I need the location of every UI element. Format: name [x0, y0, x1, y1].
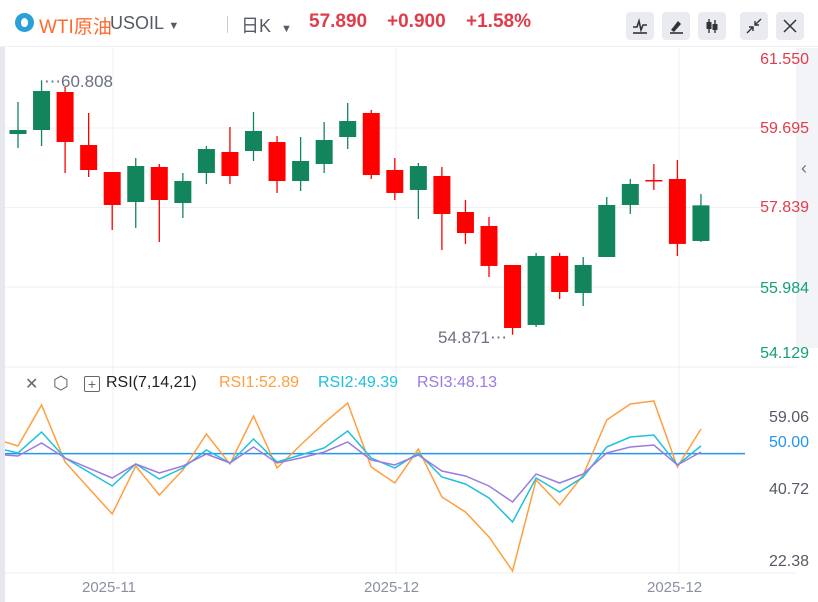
- grid: [5, 48, 795, 573]
- rsi-axis-label: 59.06: [768, 409, 809, 426]
- price-axis-label: 61.550: [760, 51, 809, 68]
- divider: [227, 16, 228, 33]
- x-axis-label: 2025-12: [647, 579, 703, 596]
- price-change-pct: +1.58%: [466, 11, 531, 32]
- candle-body: [386, 170, 404, 193]
- rsi1-value: RSI1:52.89: [219, 374, 300, 391]
- price-axis-label: 55.984: [760, 280, 809, 297]
- candle-body: [197, 149, 215, 174]
- dots: ⋯: [44, 72, 61, 91]
- period-selector[interactable]: 日K ▼: [241, 12, 292, 38]
- draw-button[interactable]: [662, 12, 690, 40]
- candle-body: [692, 205, 710, 241]
- candle-body: [433, 176, 451, 214]
- side-panel-toggle[interactable]: ‹: [796, 48, 818, 348]
- price-change: +0.900: [387, 11, 446, 32]
- expand-plus-icon[interactable]: +: [84, 376, 100, 392]
- rsi-lines: [4, 400, 745, 573]
- rsi-line-rsi2: [4, 429, 702, 524]
- candle-body: [409, 166, 427, 190]
- candle-body: [127, 166, 145, 203]
- candle-body: [574, 264, 592, 294]
- settings-hexagon-icon[interactable]: ⬡: [53, 373, 69, 393]
- candle-body: [668, 179, 686, 244]
- candle-body: [645, 179, 663, 182]
- x-axis-label: 2025-11: [82, 579, 136, 596]
- candle-body: [33, 91, 51, 131]
- x-axis-label: 2025-12: [364, 579, 420, 596]
- symbol-label: USOIL: [110, 13, 164, 33]
- rsi3-value: RSI3:48.13: [417, 374, 498, 391]
- candle-body: [527, 255, 545, 325]
- candle-body: [80, 145, 98, 171]
- instrument-name[interactable]: WTI原油: [39, 17, 112, 38]
- candlestick-icon: [706, 19, 718, 33]
- candle-body: [504, 264, 522, 328]
- candle-body: [621, 183, 639, 205]
- header-bar: WTI原油 USOIL ▼ 日K ▼ 57.890 +0.900 +1.58%: [0, 0, 818, 47]
- left-border: [0, 47, 5, 602]
- last-price: 57.890: [309, 11, 368, 32]
- low-value: 54.871: [438, 328, 490, 347]
- period-label: 日K: [241, 16, 272, 36]
- candle-body: [245, 131, 262, 152]
- rsi2-value: RSI2:49.39: [318, 374, 399, 391]
- collapse-button[interactable]: [740, 12, 768, 40]
- high-annotation: ⋯60.808: [44, 72, 113, 92]
- price-axis-label: 59.695: [760, 120, 809, 137]
- rsi-axis-label: 50.00: [768, 434, 809, 451]
- indicator-icon: [633, 18, 647, 34]
- candle-body: [598, 204, 616, 258]
- rsi-title: RSI(7,14,21): [106, 374, 197, 391]
- candle-body: [221, 152, 239, 177]
- rsi-axis-label: 22.38: [768, 553, 809, 570]
- chevron-left-icon: ‹: [801, 158, 807, 178]
- collapse-icon: [746, 18, 762, 34]
- caret-down-icon: ▼: [168, 20, 180, 32]
- rsi-line-rsi1: [4, 400, 702, 573]
- high-value: 60.808: [61, 72, 113, 91]
- indicator-button[interactable]: [626, 12, 654, 40]
- remove-indicator-icon[interactable]: ✕: [25, 376, 39, 393]
- candle-body: [268, 142, 286, 182]
- candle-body: [456, 212, 474, 234]
- candle-body: [103, 172, 121, 205]
- candle-body: [292, 161, 310, 182]
- rsi-line-rsi3: [4, 441, 702, 503]
- candles: [9, 80, 710, 335]
- oil-drop-icon: [15, 13, 34, 32]
- candle-body: [9, 130, 27, 135]
- candle-body: [480, 225, 498, 266]
- candle-body: [56, 91, 74, 143]
- pencil-icon: [670, 21, 683, 34]
- dots: ⋯: [490, 328, 507, 347]
- caret-down-icon: ▼: [281, 23, 292, 35]
- candle-body: [339, 121, 357, 138]
- close-button[interactable]: [776, 12, 804, 40]
- candle-body: [315, 140, 333, 165]
- symbol-selector[interactable]: USOIL ▼: [110, 13, 179, 34]
- price-axis-label: 57.839: [760, 199, 809, 216]
- rsi-axis-label: 40.72: [768, 481, 809, 498]
- candle-body: [174, 181, 192, 204]
- low-annotation: 54.871⋯: [438, 328, 507, 348]
- close-icon: [783, 19, 797, 33]
- price-axis-label: 54.129: [760, 345, 809, 362]
- candle-type-button[interactable]: [698, 12, 726, 40]
- candle-body: [551, 255, 569, 292]
- candle-body: [150, 167, 168, 201]
- candle-body: [362, 112, 380, 176]
